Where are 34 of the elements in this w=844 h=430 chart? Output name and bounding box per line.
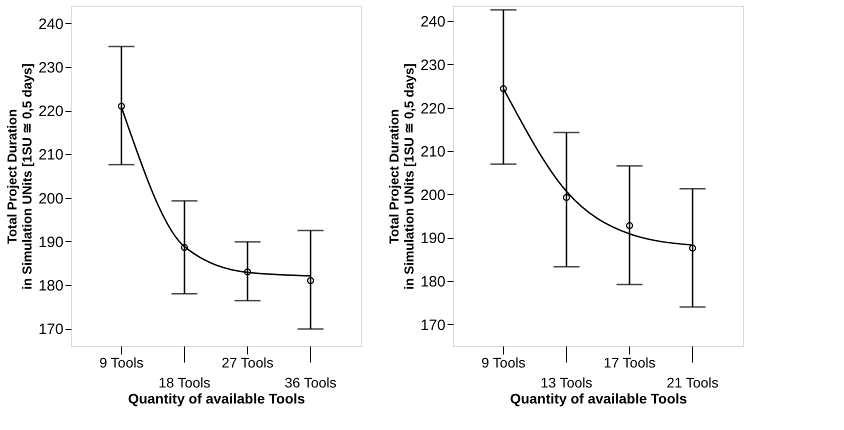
- point: [689, 244, 696, 252]
- point: [180, 244, 188, 252]
- y-tick-label: 210: [38, 146, 64, 164]
- point: [244, 268, 252, 276]
- x-tick-label: 9 Tools: [99, 354, 144, 370]
- y-tick-label: 220: [420, 100, 446, 118]
- y-tick-label: 240: [38, 16, 64, 33]
- y-tick-label: 170: [38, 321, 64, 338]
- x-tick-label: 18 Tools: [158, 374, 210, 390]
- point: [562, 194, 570, 201]
- y-tick-label: 230: [420, 56, 446, 74]
- y-tick-label: 190: [38, 234, 64, 251]
- x-tick-label: 13 Tools: [540, 374, 592, 390]
- y-tick-label: 210: [420, 144, 446, 161]
- y-tick-label: 230: [38, 60, 64, 77]
- y-tick-label: 200: [38, 190, 64, 208]
- x-axis-title: Quantity of available Tools: [510, 390, 688, 406]
- x-tick-label: 21 Tools: [666, 374, 719, 390]
- y-tick-label: 170: [420, 316, 446, 334]
- y-tick-label: 190: [420, 230, 446, 248]
- x-tick-label: 17 Tools: [604, 354, 656, 370]
- y-tick-label: 240: [420, 14, 446, 31]
- y-tick-label: 180: [420, 274, 446, 291]
- x-tick-label: 36 Tools: [284, 374, 337, 390]
- y-tick-label: 200: [420, 186, 446, 204]
- x-axis-title: Quantity of available Tools: [128, 390, 306, 406]
- y-axis-title: Total Project Duration in Simulation UNits [1SU ≅ 0,5 days]: [386, 63, 416, 290]
- y-tick-label: 180: [38, 277, 64, 294]
- x-tick-label: 27 Tools: [222, 354, 274, 370]
- y-axis-title: Total Project Duration in Simulation UNits [1SU ≅ 0,5 days]: [4, 63, 34, 290]
- point: [626, 222, 634, 230]
- x-tick-label: 9 Tools: [481, 354, 526, 370]
- point: [307, 277, 314, 284]
- y-tick-label: 220: [38, 103, 64, 120]
